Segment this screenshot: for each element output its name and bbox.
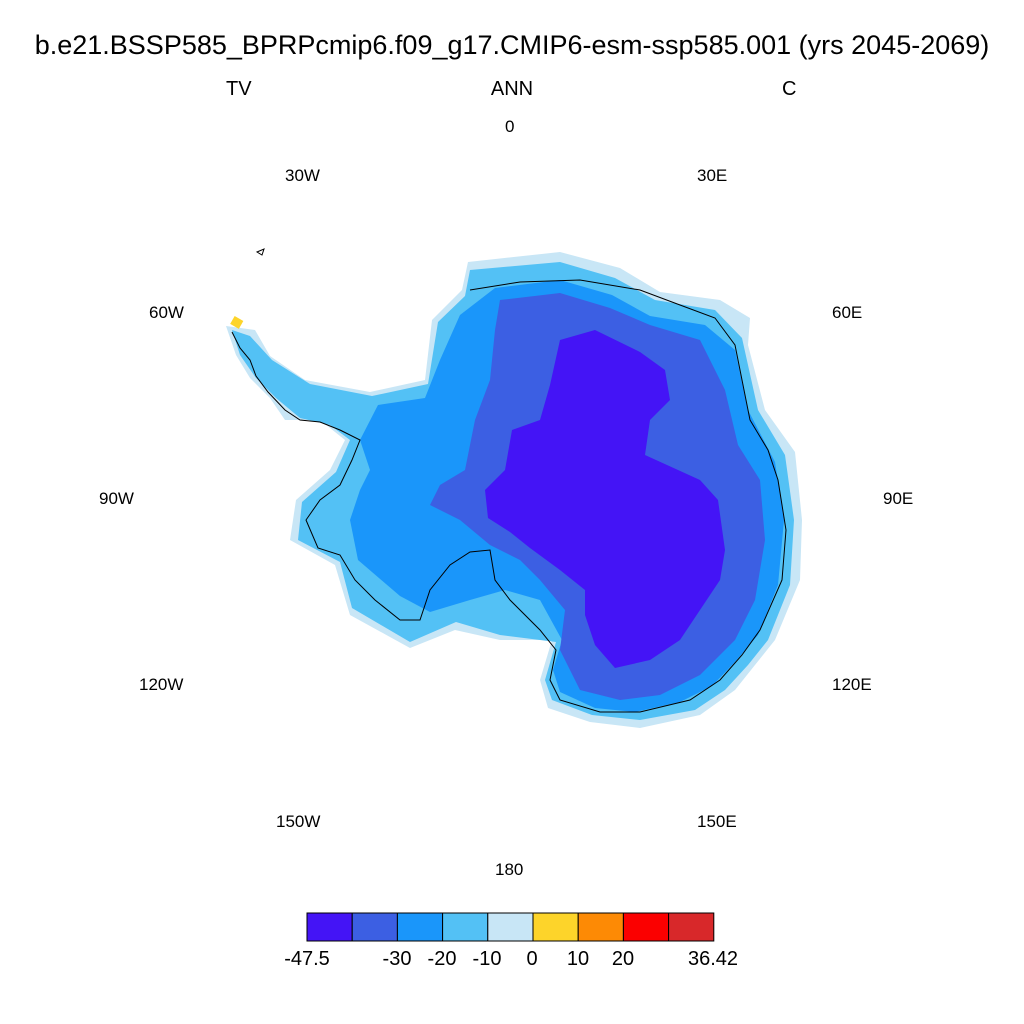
colorbar-swatch: [532, 912, 579, 942]
lon-label-120e: 120E: [832, 675, 872, 694]
lon-label-180: 180: [495, 860, 524, 879]
colorbar-swatch: [668, 912, 715, 942]
colorbar-tick-label: -20: [427, 948, 457, 970]
map-warm-spot: [230, 316, 244, 329]
plot-title: b.e21.BSSP585_BPRPcmip6.f09_g17.CMIP6-es…: [34, 30, 990, 60]
map-island: [255, 248, 265, 256]
lon-label-150e: 150E: [697, 812, 737, 831]
colorbar-tick-label: 36.42: [687, 948, 739, 970]
colorbar-swatch: [306, 912, 353, 942]
colorbar-swatch: [487, 912, 534, 942]
map-band-interior: [485, 330, 725, 668]
colorbar-swatch: [577, 912, 624, 942]
lon-label-150w: 150W: [276, 812, 321, 831]
colorbar-swatch: [396, 912, 444, 942]
colorbar-swatches: [306, 912, 715, 942]
lon-label-0: 0: [505, 117, 515, 136]
season-label: ANN: [490, 78, 534, 100]
lon-label-30e: 30E: [697, 166, 728, 185]
colorbar: [306, 912, 715, 942]
colorbar-tick-label: -10: [472, 948, 502, 970]
colorbar-swatch: [351, 912, 398, 942]
lon-label-90e: 90E: [883, 489, 914, 508]
colorbar-tick-label: 20: [611, 948, 635, 970]
colorbar-tick-label: 10: [566, 948, 590, 970]
lon-label-90w: 90W: [99, 489, 134, 508]
variable-label: TV: [226, 78, 252, 100]
colorbar-swatch: [622, 912, 670, 942]
lon-label-30w: 30W: [285, 166, 320, 185]
units-label: C: [782, 78, 797, 100]
colorbar-tick-label: -30: [382, 948, 412, 970]
colorbar-tick-label: -47.5: [284, 948, 330, 970]
lon-label-60e: 60E: [832, 303, 863, 322]
lon-label-120w: 120W: [139, 675, 184, 694]
map-coastline: [231, 279, 787, 713]
lon-label-60w: 60W: [149, 303, 184, 322]
colorbar-swatch: [442, 912, 489, 942]
colorbar-tick-label: 0: [526, 948, 538, 970]
